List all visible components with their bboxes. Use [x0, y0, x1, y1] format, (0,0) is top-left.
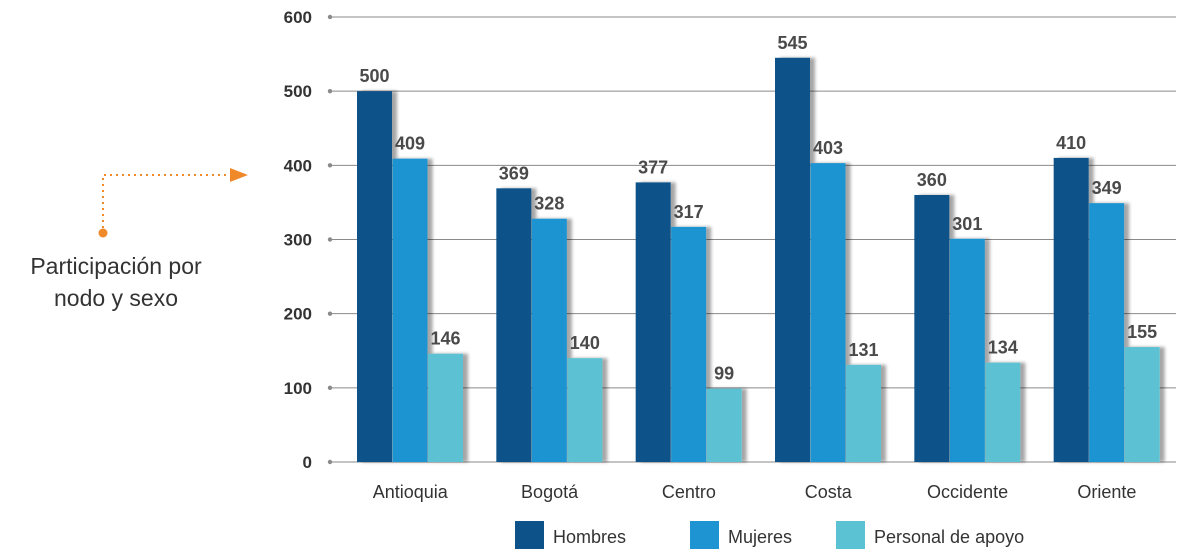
chart-legend: Hombres Mujeres Personal de apoyo [515, 521, 1024, 549]
bar [846, 364, 881, 462]
legend-swatch [690, 521, 719, 549]
y-tick-label: 100 [284, 379, 312, 398]
bar-value-label: 409 [395, 134, 425, 154]
x-category-label: Occidente [927, 482, 1008, 502]
bar [531, 218, 567, 462]
bar [428, 353, 463, 462]
legend-label: Mujeres [728, 527, 792, 547]
y-tick-label: 600 [284, 8, 312, 27]
bar-value-label: 349 [1092, 178, 1122, 198]
grid-tick-dot [327, 237, 333, 242]
bar-value-label: 369 [499, 163, 529, 183]
side-caption-line-1: Participación por [30, 253, 202, 279]
caption-arrow-dot [98, 228, 108, 238]
bar [357, 91, 392, 463]
bar-value-label: 545 [777, 33, 807, 53]
bar [1089, 203, 1125, 463]
bar-value-label: 146 [430, 329, 460, 349]
bar-value-label: 140 [570, 333, 600, 353]
x-category-label: Antioquia [373, 482, 449, 502]
bar-value-label: 500 [359, 66, 389, 86]
bar [496, 188, 532, 462]
x-axis-categories: Antioquia Bogotá Centro Costa Occidente Orien… [373, 482, 1137, 502]
bar-value-label: 134 [988, 338, 1018, 358]
grid-tick-dot [327, 311, 333, 316]
y-tick-label: 200 [284, 305, 312, 324]
bar-value-label: 317 [674, 202, 704, 222]
legend-swatch [836, 521, 865, 549]
x-category-label: Oriente [1077, 482, 1136, 502]
y-tick-label: 0 [303, 453, 312, 472]
bar [1124, 347, 1160, 462]
legend-label: Personal de apoyo [874, 527, 1024, 547]
bar-value-label: 99 [714, 364, 734, 384]
chart-grid [327, 14, 1176, 465]
y-tick-label: 500 [284, 82, 312, 101]
bar-value-label: 403 [813, 138, 843, 158]
y-tick-label: 300 [284, 231, 312, 250]
bar-value-label: 360 [917, 170, 947, 190]
bar [810, 163, 846, 462]
side-caption-line-2: nodo y sexo [53, 285, 179, 311]
x-category-label: Centro [662, 482, 716, 502]
bar-value-label: 410 [1056, 133, 1086, 153]
bar-value-label: 301 [952, 214, 982, 234]
grid-tick-dot [327, 14, 333, 20]
y-axis-ticks: 0 100 200 300 400 500 600 [284, 8, 312, 472]
x-category-label: Bogotá [521, 482, 579, 502]
x-category-label: Costa [805, 482, 853, 502]
legend-swatch [515, 521, 544, 549]
bar [706, 388, 742, 462]
bar [671, 226, 707, 462]
bar [1053, 157, 1089, 462]
bar [775, 57, 810, 463]
caption-arrow-head [230, 168, 248, 182]
caption-arrow [98, 168, 248, 238]
bar [985, 362, 1021, 462]
caption-arrow-line [102, 174, 232, 228]
bar [392, 158, 428, 463]
grid-tick-dot [327, 88, 333, 94]
bar [914, 195, 950, 462]
bar-value-label: 328 [534, 194, 564, 214]
bar [949, 238, 985, 462]
grid-tick-dot [327, 459, 333, 465]
bar-value-label: 155 [1127, 322, 1157, 342]
y-tick-label: 400 [284, 156, 312, 175]
grid-tick-dot [327, 385, 333, 391]
bar [567, 358, 603, 462]
bar-value-label: 131 [848, 340, 878, 360]
bar [635, 182, 671, 462]
side-caption: Participación por nodo y sexo [0, 250, 232, 314]
bar-value-label: 377 [638, 157, 668, 177]
legend-label: Hombres [553, 527, 626, 547]
grid-tick-dot [327, 163, 333, 168]
